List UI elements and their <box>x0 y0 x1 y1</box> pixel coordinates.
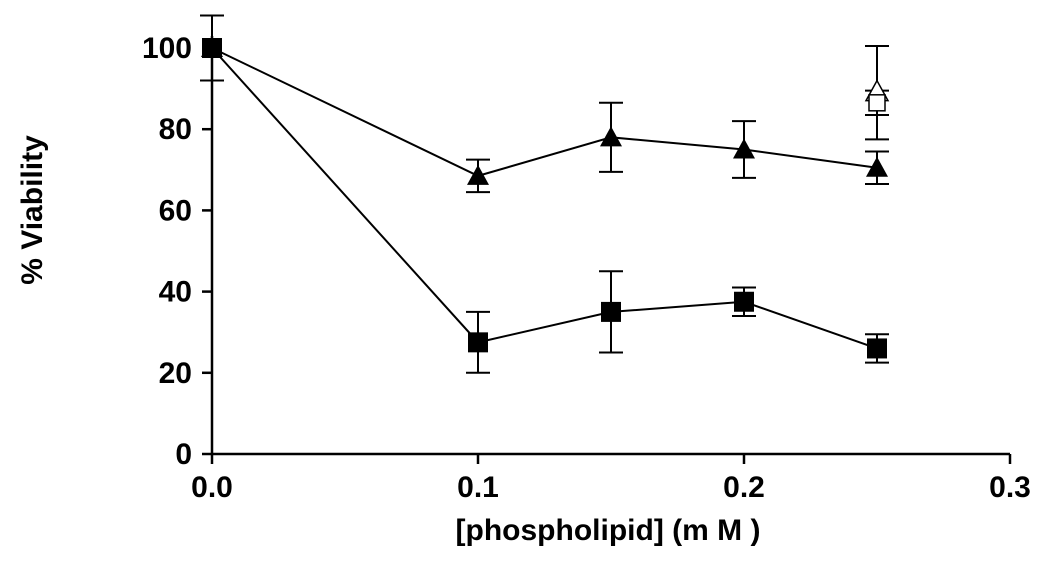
y-tick-label: 60 <box>159 194 192 227</box>
data-point-triangle <box>201 37 223 57</box>
data-point-triangle <box>866 156 888 177</box>
plot-area: 0 20 40 60 80 100 0.0 0.1 0.2 0.3 <box>142 14 1031 504</box>
series-line-filled-triangle <box>211 47 878 177</box>
x-axis-title: [phospholipid] (m M ) <box>456 514 761 547</box>
data-point-square <box>867 338 887 359</box>
data-point-open-square <box>868 94 886 112</box>
data-point-square <box>734 291 754 312</box>
data-point-square <box>601 301 621 322</box>
x-tick-label: 0.2 <box>723 471 765 504</box>
data-point-triangle <box>467 164 489 185</box>
series-line-filled-square <box>211 47 878 350</box>
x-tick-label: 0.1 <box>457 471 499 504</box>
y-tick-label: 20 <box>159 357 192 390</box>
x-tick-label: 0.0 <box>191 471 233 504</box>
data-point-triangle <box>600 126 622 147</box>
data-point-triangle <box>733 138 755 159</box>
y-tick-label: 80 <box>159 113 192 146</box>
y-tick-label: 100 <box>142 32 192 65</box>
y-tick-label: 0 <box>175 438 192 471</box>
data-point-square <box>468 332 488 353</box>
y-axis-title: % Viability <box>16 135 49 285</box>
x-tick-label: 0.3 <box>989 471 1031 504</box>
y-tick-label: 40 <box>159 276 192 309</box>
